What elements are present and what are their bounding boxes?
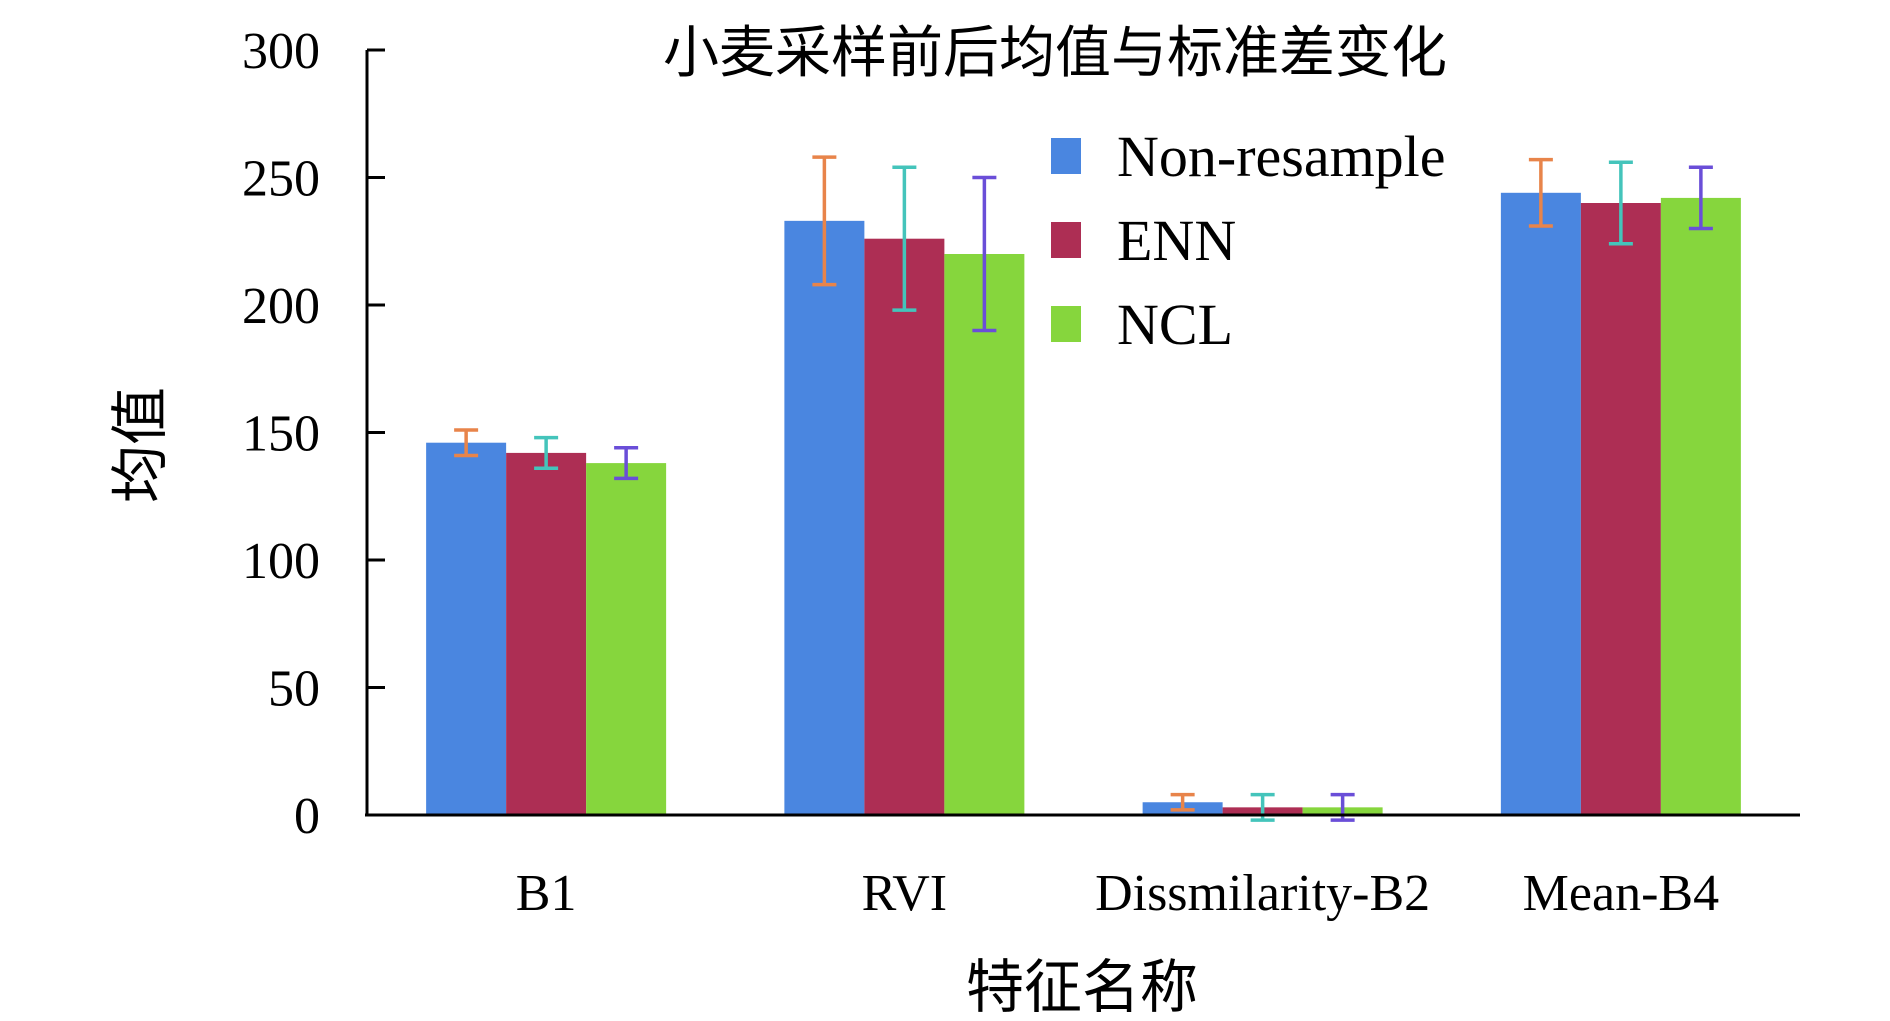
error-bar (1608, 160, 1633, 246)
error-bar (1170, 792, 1195, 812)
y-tick-label: 100 (242, 533, 320, 590)
x-category-label: RVI (862, 865, 947, 922)
legend-label: Non-resample (1117, 124, 1446, 189)
x-category-labels: B1 RVI Dissmilarity-B2 Mean-B4 (516, 865, 1719, 922)
bar-enn-rvi (864, 238, 945, 815)
y-tick-label: 150 (242, 406, 320, 463)
legend-swatch (1051, 222, 1081, 258)
legend-swatch (1051, 306, 1081, 342)
error-bar (972, 175, 997, 333)
y-tick-label: 0 (294, 788, 320, 845)
legend-swatch (1051, 138, 1081, 174)
error-bar (1528, 157, 1553, 228)
bar-ncl-mean-b4 (1660, 197, 1741, 815)
chart-title: 小麦采样前后均值与标准差变化 (663, 23, 1447, 85)
y-axis-title: 均值 (108, 387, 173, 503)
bar-enn-b1 (506, 452, 587, 815)
legend-label: NCL (1117, 292, 1233, 357)
bar-ncl-b1 (586, 463, 667, 815)
y-tick-label: 200 (242, 278, 320, 335)
bars-layer (426, 192, 1741, 816)
error-bar (454, 428, 479, 458)
bar-enn-mean-b4 (1580, 203, 1661, 815)
bar-non-resample-b1 (426, 442, 507, 815)
x-category-label: Mean-B4 (1523, 865, 1719, 922)
y-tick-label: 50 (268, 661, 320, 718)
error-bar (1688, 165, 1713, 231)
y-tick-label: 250 (242, 151, 320, 208)
bar-ncl-rvi (944, 254, 1025, 815)
x-category-label: Dissmilarity-B2 (1095, 865, 1430, 922)
error-bar (614, 446, 639, 481)
legend: Non-resample ENN NCL (1051, 124, 1446, 357)
bar-non-resample-mean-b4 (1500, 192, 1581, 816)
bar-non-resample-rvi (784, 220, 865, 816)
error-bar (534, 435, 559, 470)
x-axis-title: 特征名称 (966, 955, 1198, 1020)
error-bars-layer (454, 155, 1713, 822)
x-category-label: B1 (516, 865, 577, 922)
y-ticks: 0 50 100 150 200 250 300 (242, 23, 385, 845)
error-bar (812, 155, 837, 287)
y-tick-label: 300 (242, 23, 320, 80)
legend-label: ENN (1117, 208, 1236, 273)
error-bar (892, 165, 917, 312)
